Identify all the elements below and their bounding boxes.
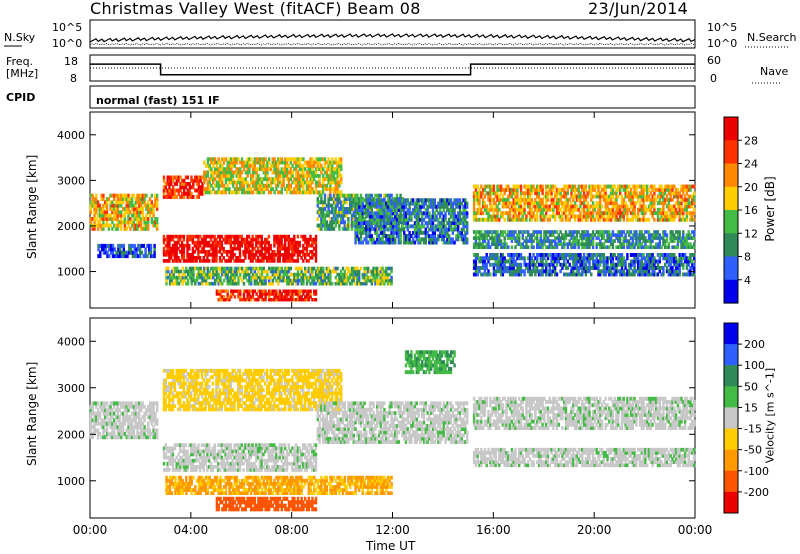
- freq-tick-bottom: 8: [70, 72, 77, 85]
- power-ytick-label: 4000: [57, 129, 85, 142]
- power-colorbar-cell: [724, 210, 738, 234]
- cpid-text: normal (fast) 151 IF: [96, 94, 220, 107]
- xtick-label: 16:00: [476, 523, 511, 537]
- freq-line: [90, 63, 695, 76]
- power-colorbar-cell: [724, 256, 738, 281]
- velocity-colorbar-frame: [723, 322, 739, 514]
- power-ytick-label: 2000: [57, 220, 85, 233]
- velocity-colorbar-cell: [724, 428, 738, 451]
- power-colorbar-tick-label: 28: [744, 134, 758, 147]
- freq-label-1: Freq.: [6, 55, 34, 68]
- power-ytick-label: 3000: [57, 174, 85, 187]
- cpid-box: [89, 85, 696, 109]
- velocity-colorbar-tick-label: -100: [744, 465, 769, 478]
- velocity-ytick-label: 1000: [57, 475, 85, 488]
- station-title: Christmas Valley West (fitACF): [90, 0, 342, 18]
- velocity-echo-band: [404, 350, 456, 375]
- nsky-label: N.Sky: [4, 31, 36, 44]
- velocity-colorbar-cell: [724, 449, 738, 472]
- velocity-echo-band: [215, 496, 318, 512]
- freq-tick-top: 18: [64, 55, 78, 68]
- power-colorbar-cell: [724, 186, 738, 211]
- velocity-echo-band: [89, 401, 159, 440]
- date-title: 23/Jun/2014: [588, 0, 689, 18]
- xtick-label: 20:00: [577, 523, 612, 537]
- nave-label: Nave: [760, 65, 789, 78]
- power-colorbar-cell: [724, 163, 738, 188]
- beam-title: Beam 08: [347, 0, 421, 18]
- power-echo-band: [162, 234, 318, 263]
- velocity-echo-band: [162, 443, 318, 472]
- nsearch-label: N.Search: [747, 31, 797, 44]
- power-echo-band: [472, 253, 696, 277]
- nsky-box: [89, 19, 696, 49]
- nsearch-tick-bottom: 10^0: [707, 37, 738, 50]
- velocity-ytick-label: 3000: [57, 382, 85, 395]
- power-echo-band: [89, 193, 159, 231]
- velocity-colorbar-cell: [724, 365, 738, 387]
- nsearch-tick-top: 10^5: [707, 21, 738, 34]
- power-colorbar-tick-label: 16: [744, 204, 758, 217]
- power-echo-band: [472, 184, 696, 222]
- power-colorbar-tick-label: 24: [744, 158, 758, 171]
- velocity-colorbar-tick-label: -15: [744, 423, 762, 436]
- velocity-echo-band: [165, 475, 393, 495]
- velocity-colorbar-tick-label: 200: [744, 338, 765, 351]
- power-colorbar-tick-label: 12: [744, 227, 758, 240]
- xtick-label: 00:00: [678, 523, 713, 537]
- power-colorbar-tick-label: 20: [744, 181, 758, 194]
- xtick-label: 12:00: [375, 523, 410, 537]
- velocity-echo-band: [162, 368, 343, 412]
- velocity-colorbar-tick-label: -200: [744, 486, 769, 499]
- velocity-colorbar-cell: [724, 491, 738, 514]
- velocity-colorbar-tick-label: -50: [744, 444, 762, 457]
- cpid-label: CPID: [6, 91, 36, 104]
- power-colorbar-tick-label: 4: [744, 274, 751, 287]
- velocity-colorbar-cell: [724, 386, 738, 408]
- velocity-colorbar-cell: [724, 407, 738, 429]
- power-colorbar-cell: [724, 140, 738, 165]
- power-echo-band: [97, 243, 156, 259]
- velocity-colorbar-cell: [724, 470, 738, 493]
- freq-label-2: [MHz]: [6, 67, 39, 80]
- velocity-colorbar-tick-label: 100: [744, 359, 765, 372]
- power-echo-band: [162, 175, 204, 199]
- power-echo-band: [215, 289, 318, 302]
- nave-tick-bottom: 0: [710, 72, 717, 85]
- power-colorbar-cell: [724, 279, 738, 304]
- velocity-colorbar-cell: [724, 323, 738, 345]
- velocity-echo-band: [316, 401, 469, 444]
- xaxis-label: Time UT: [366, 539, 416, 553]
- velocity-echo-band: [472, 396, 696, 430]
- velocity-ytick-label: 2000: [57, 428, 85, 441]
- velocity-ytick-label: 4000: [57, 335, 85, 348]
- xtick-label: 00:00: [73, 523, 108, 537]
- power-ytick-label: 1000: [57, 266, 85, 279]
- nsky-tick-top: 10^5: [52, 21, 83, 34]
- power-echo-band: [472, 230, 696, 249]
- nsearch-line: [89, 42, 696, 46]
- nave-tick-top: 60: [707, 54, 721, 67]
- velocity-colorbar-tick-label: 15: [744, 401, 758, 414]
- xtick-label: 04:00: [174, 523, 209, 537]
- velocity-colorbar-cell: [724, 344, 738, 366]
- velocity-echo-band: [472, 447, 696, 468]
- power-echo-band: [165, 266, 393, 286]
- power-colorbar-cell: [724, 233, 738, 258]
- power-colorbar-tick-label: 8: [744, 251, 751, 264]
- xtick-label: 08:00: [274, 523, 309, 537]
- power-echo-band: [203, 157, 343, 195]
- power-colorbar-cell: [724, 117, 738, 141]
- nsky-tick-bottom: 10^0: [52, 37, 83, 50]
- nsky-line: [89, 33, 696, 43]
- velocity-colorbar-tick-label: 50: [744, 380, 758, 393]
- power-echo-band: [354, 198, 469, 245]
